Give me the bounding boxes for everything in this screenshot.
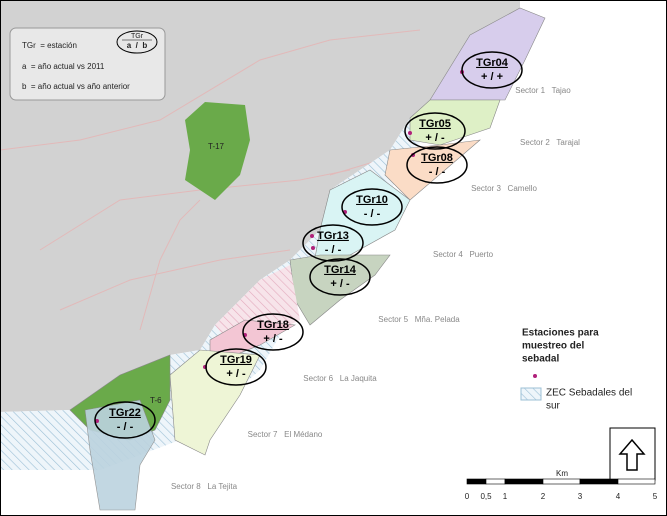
scale-tick-label: 0,5 xyxy=(480,492,492,501)
stations: TGr04 + / + TGr05 + / - TGr08 - / - TGr10 - / -… xyxy=(94,51,523,439)
station-label: TGr10 xyxy=(356,194,388,206)
sector-3 xyxy=(384,139,481,201)
area-label: T-6 xyxy=(150,396,162,405)
station-dot xyxy=(311,246,315,250)
station-dot xyxy=(310,234,314,238)
sector-1 xyxy=(429,7,546,101)
scale-bar: Km 0 0,5 1 2 3 4 5 xyxy=(465,469,658,501)
sector-7 xyxy=(169,349,261,456)
station-value: + / - xyxy=(263,333,283,345)
legend-zec: sur xyxy=(546,401,561,412)
station-ellipse xyxy=(309,258,371,296)
sector-label: Sector 4 Puerto xyxy=(433,250,494,259)
station-value: + / + xyxy=(481,71,503,83)
sector-label: Sector 1 Tajao xyxy=(515,86,571,95)
station-label: TGr13 xyxy=(317,230,349,242)
legend-top: TGr = estación a = año actual vs 2011 b … xyxy=(9,27,166,101)
land xyxy=(0,0,520,412)
sector-5 xyxy=(289,254,391,326)
station-value: + / - xyxy=(425,132,445,144)
station-label: TGr08 xyxy=(421,152,453,164)
north-arrow xyxy=(609,427,656,481)
scale-segment xyxy=(579,478,619,485)
station-label: TGr04 xyxy=(476,57,509,69)
station-ellipse xyxy=(404,112,466,150)
scale-segment xyxy=(504,478,544,485)
sector-label: Sector 6 La Jaquita xyxy=(303,374,377,383)
station-value: - / - xyxy=(364,208,381,220)
station-value: - / - xyxy=(325,244,342,256)
legend-title: sebadal xyxy=(522,354,559,365)
scale-tick-label: 5 xyxy=(653,492,658,501)
station-dot xyxy=(408,131,412,135)
station-value: - / - xyxy=(117,421,134,433)
legend-box xyxy=(9,27,166,101)
legend-item: TGr = estación xyxy=(22,41,77,50)
zec-symbol xyxy=(520,387,542,401)
sector-label: Sector 7 El Médano xyxy=(248,430,323,439)
station-ellipse xyxy=(341,188,403,226)
station-ellipse xyxy=(406,146,468,184)
sector-labels: Sector 1 Tajao Sector 2 Tarajal Sector 3 C… xyxy=(171,86,580,491)
scale-tick-label: 4 xyxy=(616,492,621,501)
sector-label: Sector 3 Camello xyxy=(471,184,537,193)
station-ellipse xyxy=(461,51,523,89)
station-symbol xyxy=(533,374,537,378)
station-label: TGr22 xyxy=(109,407,141,419)
station-dot xyxy=(95,419,99,423)
legend-title: Estaciones para xyxy=(522,328,599,339)
station-label: TGr14 xyxy=(324,264,357,276)
station-label: TGr18 xyxy=(257,319,289,331)
station-ellipse xyxy=(242,313,304,351)
scale-segment xyxy=(485,478,506,485)
station-value: - / - xyxy=(429,166,446,178)
legend-item: b = año actual vs año anterior xyxy=(22,82,130,91)
zec-area xyxy=(0,8,528,470)
station-label: TGr05 xyxy=(419,118,451,130)
scale-segment xyxy=(542,478,581,485)
legend-right: Estaciones para muestreo del sebadal ZEC… xyxy=(520,328,632,412)
sector-label: Sector 2 Tarajal xyxy=(520,138,580,147)
station-ellipse xyxy=(302,224,364,262)
sector-label: Sector 8 La Tejita xyxy=(171,482,238,491)
legend-title: muestreo del xyxy=(522,341,584,352)
legend-symbol xyxy=(116,30,158,54)
scale-unit: Km xyxy=(556,469,568,478)
area-label: T-17 xyxy=(208,142,225,151)
scale-tick-label: 3 xyxy=(578,492,583,501)
legend-item: a = año actual vs 2011 xyxy=(22,62,105,71)
scale-tick-label: 0 xyxy=(465,492,470,501)
station-value: + / - xyxy=(330,278,350,290)
north-symbol xyxy=(618,438,646,471)
station-label: TGr19 xyxy=(220,354,252,366)
legend-symbol-top: TGr xyxy=(131,33,144,40)
scale-segment xyxy=(466,478,487,485)
sector-label: Sector 5 Mña. Pelada xyxy=(378,315,460,324)
legend-symbol-bottom: a / b xyxy=(127,41,148,50)
legend-zec: ZEC Sebadales del xyxy=(546,388,632,399)
area-t17 xyxy=(185,102,250,200)
station-value: + / - xyxy=(226,368,246,380)
sector-8 xyxy=(84,399,156,511)
station-ellipse xyxy=(94,401,156,439)
scale-segment xyxy=(617,478,656,485)
scale-tick-label: 2 xyxy=(541,492,546,501)
station-ellipse xyxy=(205,348,267,386)
scale-tick-label: 1 xyxy=(503,492,508,501)
